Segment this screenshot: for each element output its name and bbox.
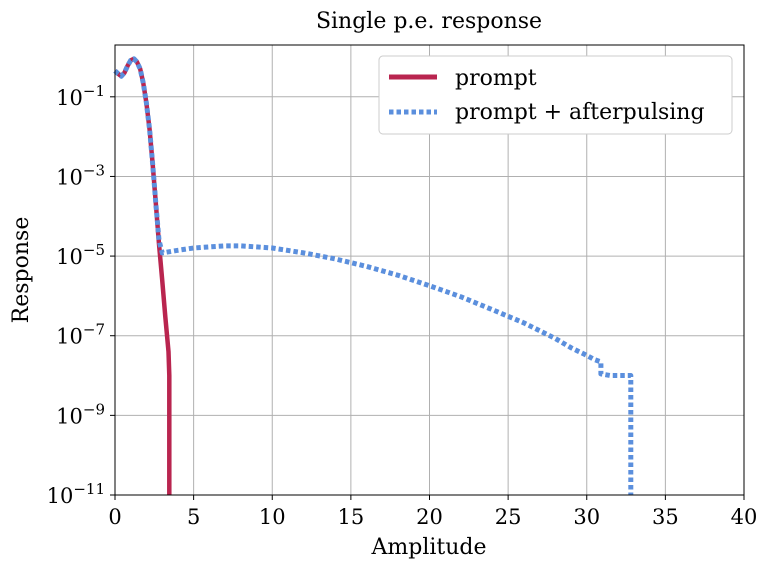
legend-label-prompt-afterpulsing: prompt + afterpulsing bbox=[455, 100, 705, 125]
series-line-prompt bbox=[113, 56, 172, 495]
legend-box bbox=[378, 55, 733, 135]
y-tick-label: 10−7 bbox=[56, 321, 105, 349]
legend-label-prompt: prompt bbox=[455, 66, 537, 91]
chart-title: Single p.e. response bbox=[316, 9, 542, 34]
x-tick-label: 0 bbox=[108, 505, 121, 529]
x-tick-label: 15 bbox=[338, 505, 365, 529]
x-tick-label: 5 bbox=[187, 505, 200, 529]
y-tick-label: 10−9 bbox=[56, 400, 105, 428]
x-tick-label: 40 bbox=[731, 505, 758, 529]
y-tick-label: 10−11 bbox=[47, 480, 105, 508]
x-tick-label: 35 bbox=[652, 505, 679, 529]
x-axis-label: Amplitude bbox=[370, 535, 486, 560]
series-line-prompt-afterpulsing bbox=[113, 56, 634, 495]
y-tick-label: 10−5 bbox=[56, 241, 105, 269]
series-layer bbox=[113, 56, 634, 495]
ticks: 0 5 10 15 20 25 30 35 40 10−11 10−9 10−7 10−5 10−3 10−… bbox=[47, 82, 758, 529]
x-tick-label: 20 bbox=[416, 505, 443, 529]
y-tick-label: 10−3 bbox=[56, 161, 105, 189]
legend: prompt prompt + afterpulsing bbox=[378, 55, 733, 135]
y-axis-label: Response bbox=[9, 217, 34, 324]
x-tick-label: 30 bbox=[573, 505, 600, 529]
y-tick-label: 10−1 bbox=[56, 82, 105, 110]
x-tick-label: 10 bbox=[259, 505, 286, 529]
x-tick-label: 25 bbox=[495, 505, 522, 529]
